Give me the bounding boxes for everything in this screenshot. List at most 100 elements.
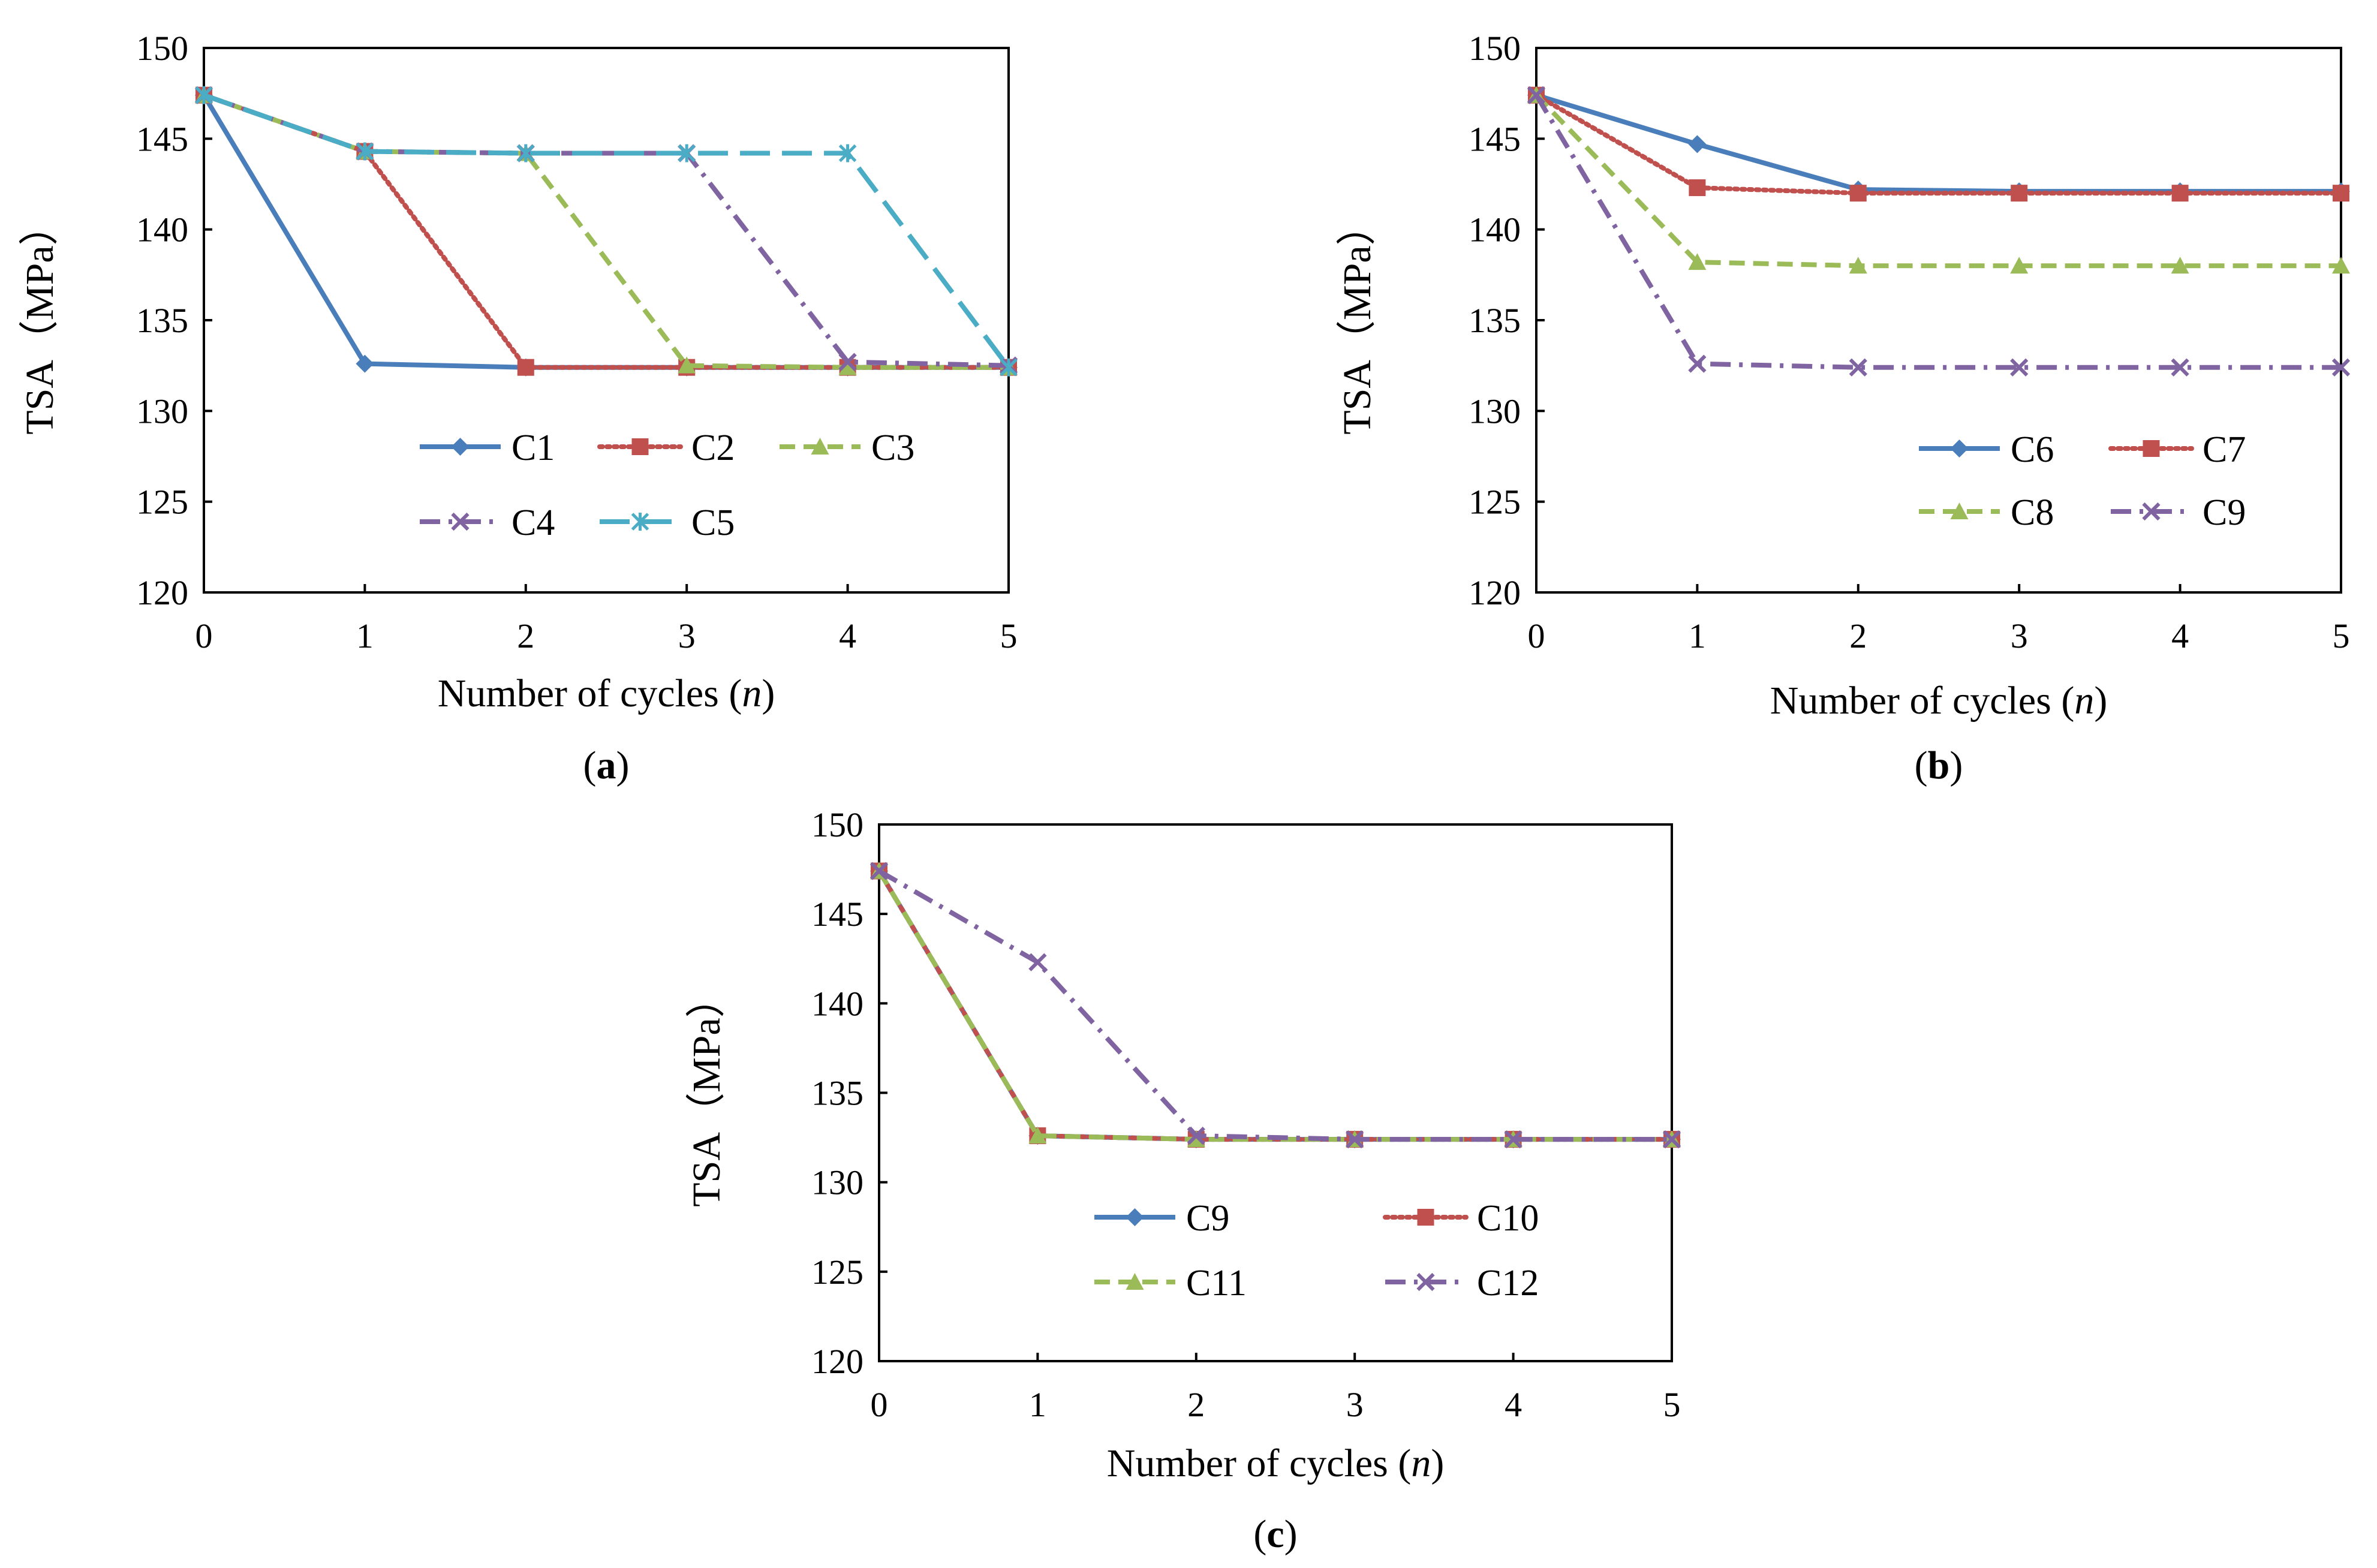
data-point xyxy=(356,354,374,373)
series-c11 xyxy=(870,862,1681,1148)
legend-label: C3 xyxy=(871,428,914,468)
x-tick-label: 5 xyxy=(1000,616,1018,655)
data-point xyxy=(1028,1127,1047,1144)
y-axis-label: TSA（MPa） xyxy=(18,206,62,434)
plot-frame xyxy=(878,823,1673,1362)
series-line-c10 xyxy=(877,868,1674,1142)
legend-marker xyxy=(451,512,470,531)
series-c7 xyxy=(1528,86,2349,202)
legend-label: C1 xyxy=(511,428,555,468)
series-line-c6 xyxy=(1535,92,2341,194)
chart-panel-a: 120 125 130 135 140 145 150 0 1 2 3 4 5 TSA（MPa） Numbe… xyxy=(18,29,1018,787)
y-tick-label: 120 xyxy=(811,1342,863,1381)
x-axis-label: Number of cycles (n) xyxy=(1107,1441,1445,1485)
data-point xyxy=(678,356,696,374)
y-tick-label: 135 xyxy=(1469,301,1521,340)
legend-label: C9 xyxy=(1186,1198,1229,1239)
y-tick-label: 120 xyxy=(1469,573,1521,612)
legend-item-c2: C2 xyxy=(597,428,735,468)
data-point xyxy=(1000,358,1018,377)
data-point xyxy=(1688,135,1707,154)
legend-item-c8: C8 xyxy=(1919,492,2054,533)
data-point xyxy=(1849,185,1867,202)
y-tick-label: 140 xyxy=(136,210,188,249)
legend-item-c10: C10 xyxy=(1383,1198,1539,1239)
x-tick-label: 2 xyxy=(1187,1385,1205,1424)
panel-label-open: ( xyxy=(583,744,597,787)
data-point xyxy=(1028,953,1047,971)
legend-marker xyxy=(1950,440,1969,458)
legend-item-c3: C3 xyxy=(780,428,914,468)
x-tick-label: 5 xyxy=(1663,1385,1681,1424)
plot-frame xyxy=(203,47,1010,594)
data-point xyxy=(678,144,696,162)
data-point xyxy=(2010,358,2029,377)
legend-marker xyxy=(2142,502,2161,521)
series-line-c5 xyxy=(203,92,1011,369)
panel-label: (a) xyxy=(583,744,630,787)
data-point xyxy=(2171,358,2189,377)
y-tick-label: 145 xyxy=(136,119,188,158)
series-c12 xyxy=(869,862,1681,1149)
x-axis-label-variable: n xyxy=(1411,1441,1431,1485)
data-point xyxy=(2331,358,2351,377)
x-tick-label: 1 xyxy=(1029,1385,1046,1424)
panel-label: (b) xyxy=(1915,744,1963,787)
legend: C6 C7 C8 C9 xyxy=(1919,429,2246,533)
legend-label: C8 xyxy=(2011,492,2054,533)
legend-item-c9: C9 xyxy=(1094,1198,1229,1239)
x-tick-label: 3 xyxy=(1346,1385,1364,1424)
series-c2 xyxy=(195,86,1017,376)
y-tick-label: 150 xyxy=(811,805,863,844)
series-c9 xyxy=(1527,86,2351,377)
legend-marker xyxy=(631,513,649,531)
panel-label-letter: c xyxy=(1266,1512,1284,1556)
legend-item-c9: C9 xyxy=(2111,492,2246,533)
y-tick-label: 140 xyxy=(811,984,863,1023)
x-tick-label: 3 xyxy=(2011,616,2028,655)
y-tick-label: 130 xyxy=(1469,392,1521,431)
data-point xyxy=(1688,253,1707,270)
y-tick-label: 145 xyxy=(1469,119,1521,158)
x-axis-label-close: ) xyxy=(2094,679,2107,723)
series-line-c11 xyxy=(877,869,1672,1142)
panel-label-letter: b xyxy=(1928,744,1950,787)
data-point xyxy=(1849,358,1867,377)
series-c4 xyxy=(194,86,1018,375)
panel-label-close: ) xyxy=(616,744,630,787)
data-point xyxy=(2010,257,2029,274)
legend-marker xyxy=(1126,1208,1144,1226)
series-c5 xyxy=(195,86,1018,377)
x-axis-label-close: ) xyxy=(1431,1441,1444,1485)
y-tick-label: 125 xyxy=(1469,483,1521,522)
x-axis-label-variable: n xyxy=(742,672,762,715)
legend-item-c5: C5 xyxy=(600,502,735,543)
legend-marker xyxy=(1950,502,1969,519)
y-tick-label: 150 xyxy=(1469,29,1521,68)
legend-item-c6: C6 xyxy=(1919,429,2054,470)
legend-item-c12: C12 xyxy=(1385,1263,1539,1304)
x-tick-label: 2 xyxy=(517,616,534,655)
panel-label-open: ( xyxy=(1253,1512,1266,1556)
series-line-c9 xyxy=(1534,94,2341,370)
x-axis-label-variable: n xyxy=(2074,679,2094,723)
legend-item-c7: C7 xyxy=(2108,429,2246,470)
legend-marker xyxy=(631,438,649,455)
legend: C9 C10 C11 C12 xyxy=(1094,1198,1539,1304)
series-c1 xyxy=(195,86,1018,377)
y-tick-label: 125 xyxy=(811,1253,863,1292)
legend-label: C7 xyxy=(2203,429,2246,470)
data-point xyxy=(1346,1130,1364,1149)
series-line-c12 xyxy=(878,869,1672,1142)
data-point xyxy=(1849,257,1867,274)
panel-label: (c) xyxy=(1253,1512,1297,1556)
x-tick-label: 1 xyxy=(356,616,374,655)
data-point xyxy=(838,144,857,162)
y-tick-label: 145 xyxy=(811,895,863,934)
chart-panel-c: 120 125 130 135 140 145 150 0 1 2 3 4 5 TSA（MPa） Numbe… xyxy=(685,805,1681,1556)
panel-label-close: ) xyxy=(1949,744,1963,787)
x-tick-label: 3 xyxy=(678,616,696,655)
legend-item-c11: C11 xyxy=(1094,1263,1247,1304)
y-tick-label: 125 xyxy=(136,483,188,522)
